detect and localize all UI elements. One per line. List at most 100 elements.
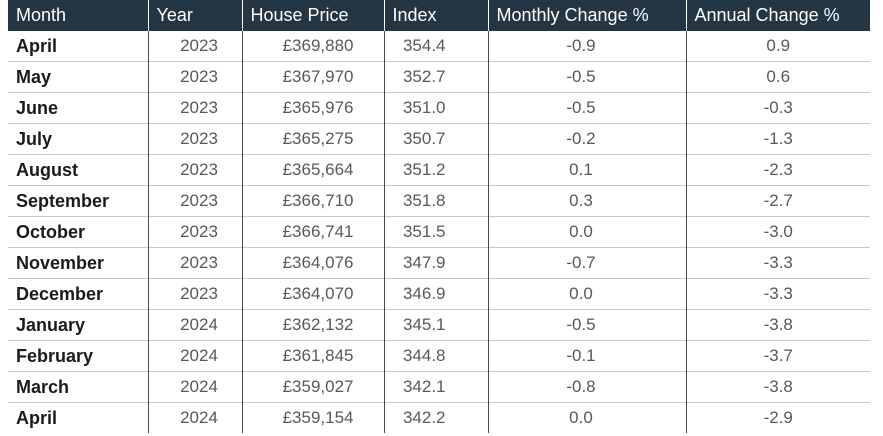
cell-house-price: £361,845 <box>242 340 385 372</box>
cell-monthly-change: 0.3 <box>488 185 687 217</box>
cell-year: 2023 <box>148 185 243 217</box>
cell-monthly-change: -0.1 <box>488 340 687 372</box>
cell-monthly-change: -0.2 <box>488 123 687 155</box>
cell-year: 2023 <box>148 154 243 186</box>
cell-house-price: £362,132 <box>242 309 385 341</box>
table-row: December 2023 £364,070 346.9 0.0 -3.3 <box>8 278 870 310</box>
cell-annual-change: -1.3 <box>686 123 870 155</box>
cell-annual-change: 0.9 <box>766 36 791 55</box>
column-header-house-price: House Price <box>242 0 385 31</box>
cell-annual-change: -2.9 <box>686 402 870 433</box>
cell-month: March <box>8 371 149 403</box>
cell-annual-change: -3.8 <box>686 309 870 341</box>
cell-index: 342.1 <box>384 371 489 403</box>
table-row: February 2024 £361,845 344.8 -0.1 -3.7 <box>8 340 870 372</box>
cell-monthly-change: -0.5 <box>488 309 687 341</box>
cell-annual-change: 0.6 <box>686 61 870 93</box>
cell-house-price: £359,154 <box>242 402 385 433</box>
column-header-monthly-change: Monthly Change % <box>488 0 687 31</box>
cell-month: April <box>8 31 149 62</box>
cell-index: 345.1 <box>384 309 489 341</box>
header-row: Month Year House Price Index Monthly Cha… <box>8 0 870 31</box>
cell-month: April <box>8 402 149 433</box>
table-row: March 2024 £359,027 342.1 -0.8 -3.8 <box>8 371 870 403</box>
cell-house-price: £366,710 <box>242 185 385 217</box>
table-body: April 2023 £369,880 354.4 -0.9 0.9 May 2023 £367… <box>8 31 870 433</box>
cell-house-price: £366,741 <box>242 216 385 248</box>
cell-index: 344.8 <box>384 340 489 372</box>
cell-house-price: £364,070 <box>242 278 385 310</box>
cell-annual-change: -3.3 <box>686 278 870 310</box>
cell-monthly-change: -0.7 <box>488 247 687 279</box>
column-header-index: Index <box>384 0 489 31</box>
cell-year: 2023 <box>148 123 243 155</box>
cell-index: 352.7 <box>384 61 489 93</box>
cell-year: 2024 <box>148 402 243 433</box>
cell-monthly-change: -0.5 <box>488 61 687 93</box>
cell-index: 342.2 <box>384 402 489 433</box>
cell-annual-change: -2.3 <box>686 154 870 186</box>
cell-house-price: £367,970 <box>242 61 385 93</box>
cell-annual-change: -0.3 <box>686 92 870 124</box>
cell-monthly-change: -0.5 <box>488 92 687 124</box>
cell-index: 351.0 <box>384 92 489 124</box>
house-price-table: Month Year House Price Index Monthly Cha… <box>8 0 870 433</box>
cell-annual-change: -3.8 <box>686 371 870 403</box>
cell-year: 2023 <box>148 278 243 310</box>
cell-index: 354.4 <box>384 31 489 62</box>
cell-index: 346.9 <box>384 278 489 310</box>
cell-month: October <box>8 216 149 248</box>
table-row: September 2023 £366,710 351.8 0.3 -2.7 <box>8 185 870 217</box>
cell-monthly-change: -0.9 <box>488 31 687 62</box>
cell-index: 350.7 <box>384 123 489 155</box>
cell-month: June <box>8 92 149 124</box>
cell-year: 2023 <box>148 247 243 279</box>
table-header: Month Year House Price Index Monthly Cha… <box>8 0 870 31</box>
cell-house-price: £365,275 <box>242 123 385 155</box>
house-price-table-container: Month Year House Price Index Monthly Cha… <box>8 0 870 433</box>
cell-monthly-change: 0.0 <box>488 278 687 310</box>
cell-year: 2023 <box>148 216 243 248</box>
cell-house-price: £364,076 <box>242 247 385 279</box>
cell-annual-change: -3.0 <box>686 216 870 248</box>
cell-index: 351.8 <box>384 185 489 217</box>
cell-index: 351.5 <box>384 216 489 248</box>
table-row: June 2023 £365,976 351.0 -0.5 -0.3 <box>8 92 870 124</box>
cell-annual-change: -2.7 <box>686 185 870 217</box>
column-header-annual-change: Annual Change % <box>686 0 870 31</box>
column-header-year: Year <box>148 0 243 31</box>
cell-monthly-change: 0.0 <box>488 216 687 248</box>
table-row: May 2023 £367,970 352.7 -0.5 0.6 <box>8 61 870 93</box>
cell-year: 2023 <box>148 31 243 62</box>
cell-year: 2023 <box>148 92 243 124</box>
table-row: January 2024 £362,132 345.1 -0.5 -3.8 <box>8 309 870 341</box>
cell-month: January <box>8 309 149 341</box>
cell-index: 347.9 <box>384 247 489 279</box>
cell-year: 2023 <box>148 61 243 93</box>
cell-monthly-change: 0.1 <box>488 154 687 186</box>
table-row: November 2023 £364,076 347.9 -0.7 -3.3 <box>8 247 870 279</box>
cell-house-price: £359,027 <box>242 371 385 403</box>
table-row: April 2023 £369,880 354.4 -0.9 0.9 <box>8 31 870 62</box>
cell-annual-change: -3.3 <box>686 247 870 279</box>
table-row: October 2023 £366,741 351.5 0.0 -3.0 <box>8 216 870 248</box>
cell-month: July <box>8 123 149 155</box>
table-row: April 2024 £359,154 342.2 0.0 -2.9 <box>8 402 870 433</box>
cell-monthly-change: 0.0 <box>488 402 687 433</box>
cell-year: 2024 <box>148 371 243 403</box>
cell-annual-change: -3.7 <box>686 340 870 372</box>
cell-house-price: £365,664 <box>242 154 385 186</box>
cell-month: December <box>8 278 149 310</box>
cell-monthly-change: -0.8 <box>488 371 687 403</box>
cell-year: 2024 <box>148 309 243 341</box>
cell-house-price: £369,880 <box>242 31 385 62</box>
table-row: July 2023 £365,275 350.7 -0.2 -1.3 <box>8 123 870 155</box>
cell-month: May <box>8 61 149 93</box>
cell-month: August <box>8 154 149 186</box>
cell-index: 351.2 <box>384 154 489 186</box>
cell-year: 2024 <box>148 340 243 372</box>
table-row: August 2023 £365,664 351.2 0.1 -2.3 <box>8 154 870 186</box>
cell-month: September <box>8 185 149 217</box>
cell-month: November <box>8 247 149 279</box>
cell-house-price: £365,976 <box>242 92 385 124</box>
